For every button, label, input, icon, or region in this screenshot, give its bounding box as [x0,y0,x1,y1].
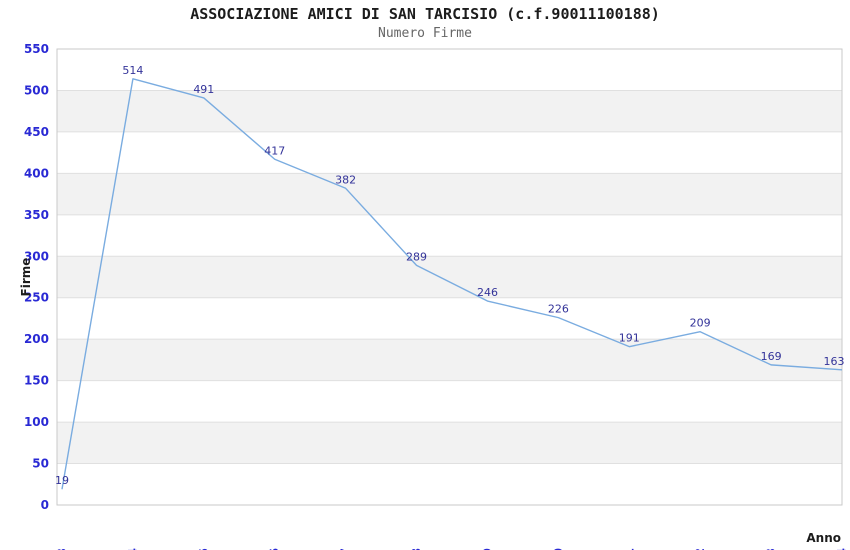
data-point-label: 226 [548,303,569,316]
y-tick-label: 100 [24,415,49,429]
data-point-label: 19 [55,474,69,487]
plot-band [57,463,842,505]
x-tick-label: 2016 [268,548,282,550]
series-line [61,78,843,490]
data-point-label: 417 [264,144,285,157]
plot-band [57,256,842,298]
y-tick-label: 50 [32,457,49,471]
plot-border [56,48,843,506]
plot-band [57,173,842,215]
y-tick-label: 150 [24,374,49,388]
axis-title-y: Firme [19,258,33,297]
y-tick-label: 250 [24,291,49,305]
data-point-label: 209 [690,317,711,330]
y-tick-label: 500 [24,83,49,97]
x-tick-label: 2019 [480,548,494,550]
y-tick-label: 400 [24,166,49,180]
data-point-label: 491 [193,83,214,96]
data-point-label: 289 [406,250,427,263]
y-tick-label: 450 [24,125,49,139]
y-tick-label: 0 [41,498,49,512]
plot-band [57,131,842,174]
plot-band [57,380,842,423]
y-tick-label: 550 [24,42,49,56]
x-tick-label: 2020 [551,548,565,550]
x-tick-label: 2018 [410,548,424,550]
data-point-label: 169 [761,350,782,363]
y-tick-label: 200 [24,332,49,346]
data-point-label: 514 [122,64,143,77]
axis-title-x: Anno [806,531,841,545]
plot-band [57,49,842,91]
plot-band [57,339,842,381]
plot-band [57,422,842,464]
x-tick-label: 2023 [764,548,778,550]
chart-title: ASSOCIAZIONE AMICI DI SAN TARCISIO (c.f.… [190,5,660,23]
plot-band [57,90,842,132]
data-point-label: 191 [619,332,640,345]
data-point-label: 163 [824,355,845,368]
x-tick-label: 2024 [835,548,849,550]
data-point-label: 382 [335,173,356,186]
plot-band [57,297,842,340]
y-tick-label: 300 [24,249,49,263]
x-tick-label: 2014 [126,548,140,550]
x-tick-label: 2013 [55,548,69,550]
plot-band [57,214,842,257]
x-tick-label: 2021 [622,548,636,550]
x-tick-label: 2015 [197,548,211,550]
x-tick-label: 2022 [693,548,707,550]
x-tick-label: 2017 [339,548,353,550]
chart-subtitle: Numero Firme [378,26,472,41]
data-point-label: 246 [477,286,498,299]
y-tick-label: 350 [24,208,49,222]
